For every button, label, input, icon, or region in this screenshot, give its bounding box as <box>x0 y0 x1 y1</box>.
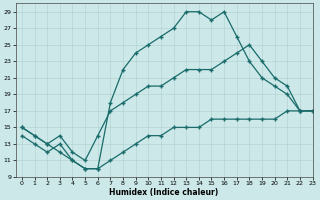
X-axis label: Humidex (Indice chaleur): Humidex (Indice chaleur) <box>109 188 219 197</box>
